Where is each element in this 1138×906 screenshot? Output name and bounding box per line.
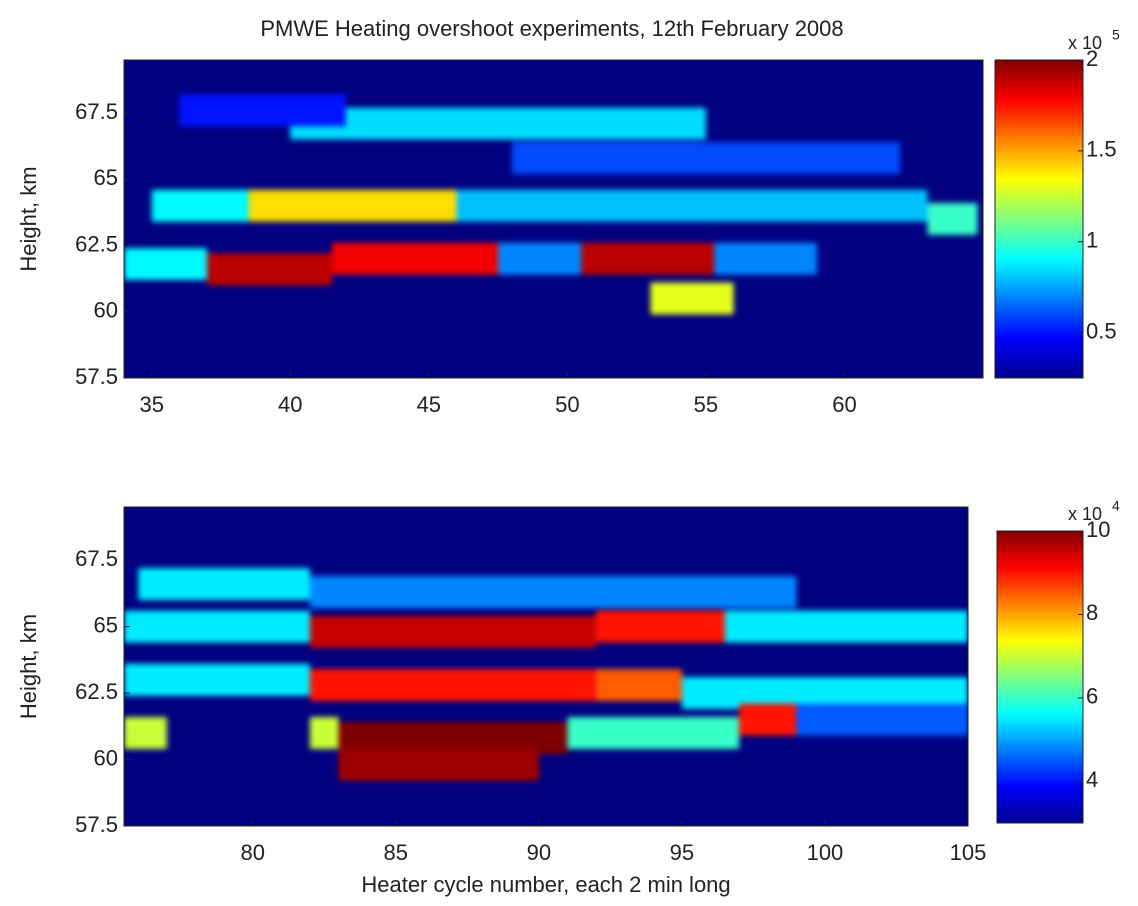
heat-cell [927,203,978,235]
x-tick-label: 105 [950,840,987,865]
y-tick-label: 57.5 [75,812,118,837]
x-tick-label: 100 [807,840,844,865]
colorbar-tick-label: 1.5 [1086,137,1117,162]
heat-cell [151,189,249,222]
heat-cell [714,242,817,275]
colorbar-multiplier: x 10 [1068,504,1102,524]
colorbar-tick-label: 0.5 [1086,318,1117,343]
y-tick-label: 67.5 [75,99,118,124]
y-tick-label: 62.5 [75,679,118,704]
heat-cell [248,189,457,222]
colorbar-tick-label: 6 [1086,684,1098,709]
x-tick-label: 85 [384,840,408,865]
x-axis-label: Heater cycle number, each 2 min long [361,872,730,897]
chart-title: PMWE Heating overshoot experiments, 12th… [260,16,843,41]
x-tick-label: 45 [417,392,441,417]
heat-cell [596,610,725,643]
x-tick-label: 60 [832,392,856,417]
heat-cell [567,717,740,749]
x-tick-label: 95 [670,840,694,865]
heat-cell [309,669,597,702]
heat-cell [581,242,715,275]
heat-cell [331,242,499,275]
heat-cell [124,663,310,696]
colorbar-exponent: 4 [1112,498,1120,514]
heat-cell [179,94,346,127]
heat-cell [207,253,332,286]
heat-cell [796,703,968,736]
x-tick-label: 50 [555,392,579,417]
y-tick-label: 67.5 [75,546,118,571]
y-tick-label: 62.5 [75,231,118,256]
colorbar-tick-label: 2 [1086,46,1098,71]
colorbar-tick-label: 10 [1086,517,1110,542]
y-tick-label: 57.5 [75,364,118,389]
heat-cell [138,568,310,601]
heat-cell [124,717,167,749]
y-axis-label: Height, km [16,614,41,719]
colorbar-tick-label: 8 [1086,600,1098,625]
heat-cell [124,248,208,280]
y-tick-label: 65 [94,612,118,637]
heat-cell [290,107,706,140]
heat-cell [498,242,582,275]
colorbar-exponent: 5 [1112,27,1120,43]
heat-cell [309,576,797,609]
colorbar [996,530,1084,824]
heatmap-cells [124,94,978,315]
heat-cell [650,282,734,315]
heat-cell [309,615,597,648]
heat-cell [596,669,682,702]
y-tick-label: 60 [94,298,118,323]
plot-frame [123,506,969,827]
y-tick-label: 65 [94,165,118,190]
y-tick-label: 60 [94,745,118,770]
heat-cell [511,142,900,174]
x-tick-label: 80 [241,840,265,865]
heat-cell [309,717,339,749]
colorbar-tick-label: 1 [1086,228,1098,253]
heatmap-cells [124,568,968,781]
x-tick-label: 90 [527,840,551,865]
y-axis-label: Height, km [16,166,41,271]
heat-cell [724,610,968,643]
plot-frame [123,59,984,379]
colorbar-tick-label: 4 [1086,767,1098,792]
x-tick-label: 35 [139,392,163,417]
colorbar [994,59,1084,379]
x-tick-label: 55 [694,392,718,417]
colorbar-multiplier: x 10 [1068,33,1102,53]
x-tick-label: 40 [278,392,302,417]
heat-cell [456,189,928,222]
heat-cell [124,610,310,643]
heat-cell [739,703,797,736]
heat-cell [338,748,539,781]
